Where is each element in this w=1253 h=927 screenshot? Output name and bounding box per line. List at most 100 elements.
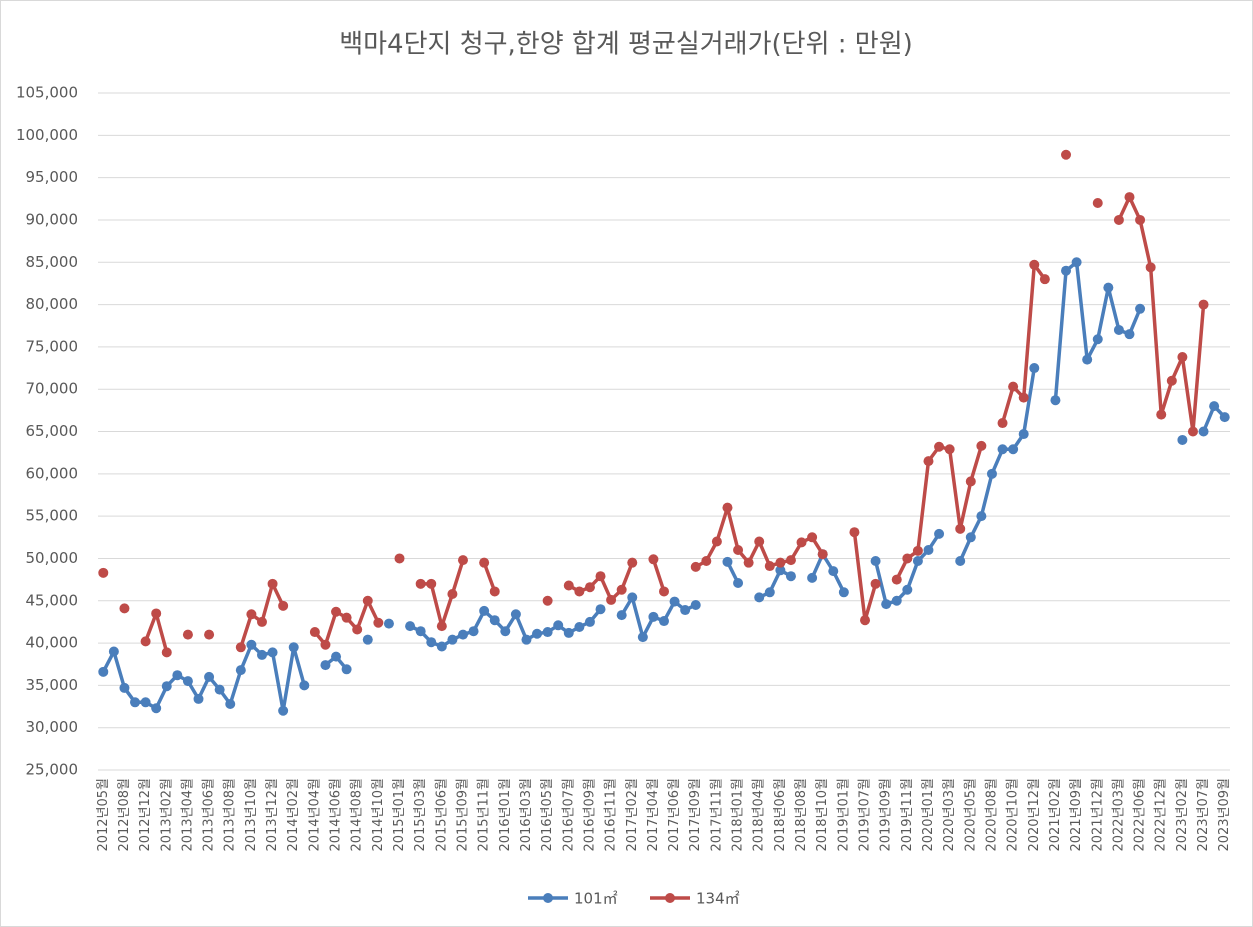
data-point [235,642,246,653]
data-point [722,556,733,567]
data-point [1008,444,1019,455]
data-point [204,629,215,640]
data-point [320,639,331,650]
data-point [130,697,141,708]
series-line [651,558,666,592]
data-point [278,600,289,611]
data-point [1092,198,1103,209]
x-tick-label: 2018년08월 [794,778,809,852]
data-point [140,697,151,708]
y-tick-label: 60,000 [26,464,79,482]
y-tick-label: 100,000 [16,126,78,144]
data-point [743,557,754,568]
data-point [627,592,638,603]
legend-marker [665,893,675,903]
data-point [1008,381,1019,392]
data-point [510,609,521,620]
data-point [246,639,257,650]
data-point [489,586,500,597]
data-point [1071,257,1082,268]
data-point [1018,392,1029,403]
data-point [944,444,955,455]
x-tick-label: 2022년12월 [1154,778,1169,852]
data-point [722,502,733,513]
data-point [320,660,331,671]
data-point [807,572,818,583]
data-point [447,588,458,599]
data-point [352,624,363,635]
y-tick-label: 50,000 [26,549,79,567]
data-point [680,605,691,616]
legend-label: 134㎡ [696,890,740,908]
x-tick-label: 2021년02월 [1048,778,1063,852]
data-point [1018,429,1029,440]
data-point [256,616,267,627]
data-point [796,537,807,548]
x-tick-label: 2014년06월 [329,778,344,852]
data-point [1113,324,1124,335]
data-point [299,680,310,691]
x-tick-label: 2022년03월 [1111,778,1126,852]
data-point [1124,192,1135,203]
data-point [563,627,574,638]
data-point [965,532,976,543]
data-point [331,606,342,617]
legend-marker [543,893,553,903]
data-point [309,627,320,638]
data-point [172,670,183,681]
x-tick-label: 2016년03월 [519,778,534,852]
data-point [584,582,595,593]
data-point [1135,214,1146,225]
data-point [838,587,849,598]
data-point [542,595,553,606]
y-tick-label: 95,000 [26,168,79,186]
x-tick-label: 2017년09월 [688,778,703,852]
y-tick-label: 65,000 [26,422,79,440]
x-tick-label: 2023년02월 [1175,778,1190,852]
chart-title: 백마4단지 청구,한양 합계 평균실거래가(단위 : 만원) [339,30,913,60]
data-point [1061,149,1072,160]
y-tick-label: 35,000 [26,676,79,694]
data-point [637,632,648,643]
data-point [1219,412,1230,423]
data-point [1198,426,1209,437]
data-point [457,555,468,566]
data-point [542,627,553,638]
data-point [288,642,299,653]
x-tick-label: 2015년06월 [434,778,449,852]
data-point [1198,299,1209,310]
legend-label: 101㎡ [574,890,618,908]
data-point [500,626,511,637]
y-tick-label: 55,000 [26,507,79,525]
data-point [415,626,426,637]
x-tick-label: 2023년09월 [1217,778,1232,852]
data-point [161,681,172,692]
data-point [1177,352,1188,363]
data-point [785,555,796,566]
x-tick-label: 2018년04월 [752,778,767,852]
series-line [810,552,846,594]
x-tick-label: 2020년03월 [942,778,957,852]
data-point [436,641,447,652]
data-point [151,703,162,714]
data-point [574,586,585,597]
data-point [1039,274,1050,285]
data-point [1166,375,1177,386]
data-point [659,586,669,597]
data-point [648,554,659,565]
x-tick-label: 2019년01월 [836,778,851,852]
data-point [415,578,426,589]
x-tick-label: 2021년12월 [1090,778,1105,852]
y-tick-label: 80,000 [26,295,79,313]
data-point [627,557,638,568]
data-point [362,634,373,645]
data-point [955,555,966,566]
data-point [161,647,172,658]
x-tick-label: 2020년10월 [1006,778,1021,852]
x-tick-label: 2016년07월 [561,778,576,852]
data-point [1113,214,1124,225]
x-tick-label: 2015년01월 [392,778,407,852]
x-tick-label: 2014년10월 [371,778,386,852]
x-tick-label: 2016년11월 [604,778,619,852]
x-tick-label: 2012년12월 [138,778,153,852]
